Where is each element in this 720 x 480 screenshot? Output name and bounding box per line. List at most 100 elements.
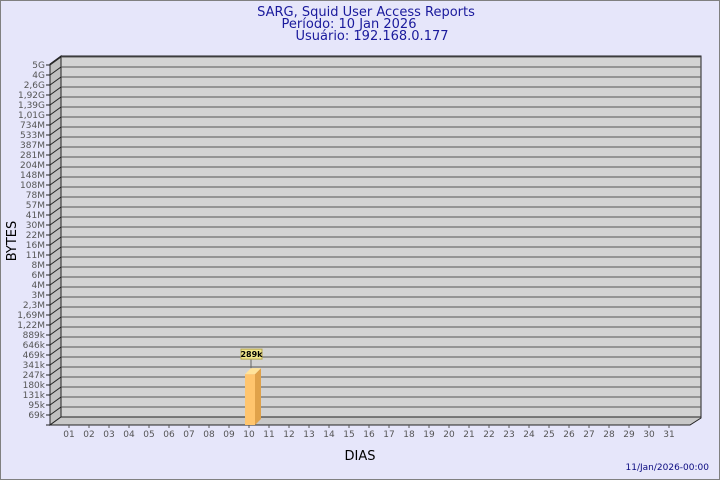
y-tick-diagonal bbox=[49, 286, 62, 296]
y-tick-diagonal bbox=[49, 306, 62, 316]
y-tick-label: 533M bbox=[20, 131, 45, 141]
y-tick-label: 247k bbox=[23, 371, 46, 381]
y-tick-label: 78M bbox=[26, 191, 45, 201]
y-tick-diagonal bbox=[49, 186, 62, 196]
x-tick-label: 31 bbox=[663, 430, 674, 440]
y-tick-label: 646k bbox=[23, 341, 46, 351]
y-tick-diagonal bbox=[49, 86, 62, 96]
y-tick-diagonal bbox=[49, 346, 62, 356]
y-tick-diagonal bbox=[49, 256, 62, 266]
x-tick-label: 09 bbox=[223, 430, 235, 440]
y-tick-label: 6M bbox=[32, 271, 46, 281]
x-tick-label: 30 bbox=[643, 430, 655, 440]
y-tick-diagonal bbox=[49, 236, 62, 246]
x-tick-label: 19 bbox=[423, 430, 435, 440]
y-tick-label: 180k bbox=[23, 381, 46, 391]
y-tick-label: 95k bbox=[28, 401, 45, 411]
y-tick-diagonal bbox=[49, 276, 62, 286]
x-tick-label: 13 bbox=[303, 430, 314, 440]
y-tick-diagonal bbox=[49, 336, 62, 346]
y-tick-diagonal bbox=[49, 166, 62, 176]
y-tick-label: 22M bbox=[26, 231, 45, 241]
y-tick-diagonal bbox=[49, 206, 62, 216]
y-tick-diagonal bbox=[49, 216, 62, 226]
chart-title: SARG, Squid User Access Reports bbox=[257, 5, 475, 20]
y-tick-diagonal bbox=[49, 56, 62, 66]
y-tick-diagonal bbox=[49, 386, 62, 396]
y-tick-label: 734M bbox=[20, 121, 45, 131]
y-tick-diagonal bbox=[49, 176, 62, 186]
y-tick-diagonal bbox=[49, 136, 62, 146]
y-tick-label: 3M bbox=[32, 291, 46, 301]
y-tick-label: 4M bbox=[32, 281, 46, 291]
bar-front-day-10 bbox=[245, 374, 255, 425]
bar-side-day-10 bbox=[255, 368, 261, 425]
x-tick-label: 03 bbox=[103, 430, 114, 440]
y-tick-label: 341k bbox=[23, 361, 46, 371]
x-tick-label: 02 bbox=[83, 430, 94, 440]
x-tick-label: 28 bbox=[603, 430, 615, 440]
y-tick-label: 57M bbox=[26, 201, 45, 211]
y-tick-label: 30M bbox=[26, 221, 45, 231]
x-tick-label: 29 bbox=[623, 430, 635, 440]
x-tick-label: 05 bbox=[143, 430, 154, 440]
y-tick-diagonal bbox=[49, 376, 62, 386]
x-tick-label: 07 bbox=[183, 430, 194, 440]
x-tick-label: 10 bbox=[243, 430, 255, 440]
y-tick-label: 204M bbox=[20, 161, 45, 171]
bar-top-day-10 bbox=[245, 368, 261, 375]
y-tick-label: 281M bbox=[20, 151, 45, 161]
x-tick-label: 16 bbox=[363, 430, 375, 440]
x-tick-label: 15 bbox=[343, 430, 354, 440]
data-label-box bbox=[240, 348, 263, 360]
y-tick-diagonal bbox=[49, 396, 62, 406]
y-tick-diagonal bbox=[49, 316, 62, 326]
y-tick-label: 69k bbox=[28, 411, 45, 421]
chart-user: Usuário: 192.168.0.177 bbox=[295, 29, 448, 44]
y-tick-diagonal bbox=[49, 156, 62, 166]
y-tick-label: 469k bbox=[23, 351, 46, 361]
chart-period: Período: 10 Jan 2026 bbox=[282, 17, 417, 32]
y-tick-diagonal bbox=[49, 406, 62, 416]
x-tick-label: 04 bbox=[123, 430, 135, 440]
x-tick-label: 22 bbox=[483, 430, 494, 440]
y-tick-label: 1,92G bbox=[18, 91, 45, 101]
y-tick-diagonal bbox=[49, 66, 62, 76]
y-tick-label: 1,01G bbox=[18, 111, 45, 121]
y-tick-diagonal bbox=[49, 76, 62, 86]
y-tick-label: 1,22M bbox=[17, 321, 45, 331]
y-tick-label: 108M bbox=[20, 181, 45, 191]
generated-timestamp: 11/Jan/2026-00:00 bbox=[626, 463, 710, 473]
y-tick-label: 131k bbox=[23, 391, 46, 401]
y-tick-label: 11M bbox=[26, 251, 45, 261]
x-tick-label: 06 bbox=[163, 430, 175, 440]
x-tick-label: 11 bbox=[263, 430, 274, 440]
y-tick-label: 5G bbox=[32, 61, 45, 71]
y-tick-diagonal bbox=[49, 96, 62, 106]
data-label: 289k bbox=[240, 350, 263, 359]
y-tick-diagonal bbox=[49, 356, 62, 366]
x-tick-label: 27 bbox=[583, 430, 594, 440]
y-tick-diagonal bbox=[49, 196, 62, 206]
y-tick-diagonal bbox=[49, 126, 62, 136]
y-tick-label: 889k bbox=[23, 331, 46, 341]
x-tick-label: 01 bbox=[63, 430, 74, 440]
y-tick-diagonal bbox=[49, 226, 62, 236]
y-tick-label: 1,39G bbox=[18, 101, 45, 111]
x-axis-label: DIAS bbox=[345, 449, 376, 464]
y-tick-label: 41M bbox=[26, 211, 45, 221]
y-tick-diagonal bbox=[49, 366, 62, 376]
x-tick-label: 23 bbox=[503, 430, 514, 440]
y-tick-label: 2,6G bbox=[24, 81, 45, 91]
x-tick-label: 14 bbox=[323, 430, 335, 440]
y-tick-label: 8M bbox=[32, 261, 46, 271]
y-tick-label: 148M bbox=[20, 171, 45, 181]
x-tick-label: 17 bbox=[383, 430, 394, 440]
x-tick-label: 18 bbox=[403, 430, 415, 440]
y-tick-diagonal bbox=[49, 146, 62, 156]
y-tick-diagonal bbox=[49, 296, 62, 306]
x-tick-label: 20 bbox=[443, 430, 455, 440]
x-tick-label: 08 bbox=[203, 430, 215, 440]
y-tick-label: 16M bbox=[26, 241, 45, 251]
